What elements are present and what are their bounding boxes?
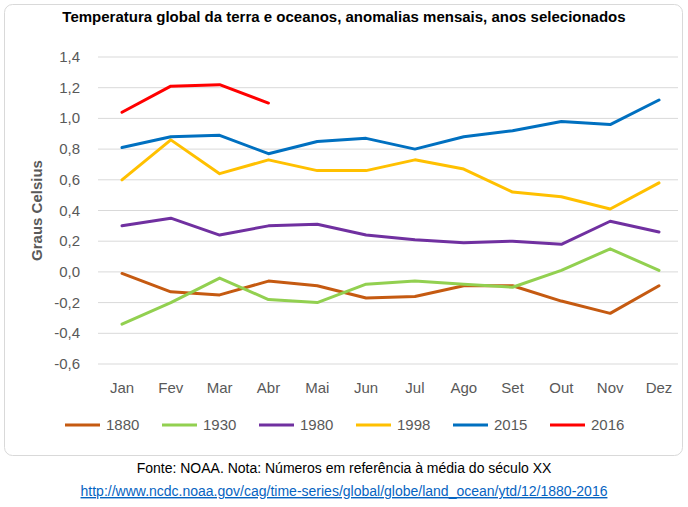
legend-swatch	[356, 424, 391, 427]
x-tick-label: Out	[549, 379, 574, 396]
x-tick-label: Ago	[450, 379, 477, 396]
y-tick-label: -0,4	[54, 324, 80, 341]
legend-label: 2016	[591, 416, 624, 433]
y-tick-label: 0,0	[59, 263, 80, 280]
y-tick-label: 0,4	[59, 202, 80, 219]
series-line	[122, 140, 659, 209]
x-tick-label: Mar	[207, 379, 233, 396]
grid-line	[98, 333, 678, 334]
x-tick-label: Fev	[158, 379, 184, 396]
series-line	[122, 249, 659, 324]
series-lines	[122, 85, 659, 324]
title: Temperatura global da terra e oceanos, a…	[62, 8, 625, 25]
series-line	[122, 100, 659, 154]
legend-label: 1998	[397, 416, 430, 433]
series-line	[122, 273, 659, 313]
chart: Temperatura global da terra e oceanos, a…	[0, 0, 688, 507]
grid-line	[98, 118, 678, 119]
source-note: Fonte: NOAA. Nota: Números em referência…	[137, 460, 552, 476]
y-tick-label: 0,6	[59, 171, 80, 188]
chart-frame	[5, 5, 683, 456]
source-url: http://www.ncdc.noaa.gov/cag/time-series…	[81, 483, 608, 499]
y-tick-label: 1,4	[59, 48, 80, 65]
grid-line	[98, 364, 678, 365]
y-tick-label: 1,2	[59, 79, 80, 96]
y-tick-label: 0,2	[59, 232, 80, 249]
y-tick-label: 0,8	[59, 140, 80, 157]
legend-swatch	[550, 424, 585, 427]
x-tick-label: Abr	[257, 379, 280, 396]
series-line	[122, 85, 268, 113]
series-line	[122, 218, 659, 244]
legend: 1880 1930 1980 1998 2015 2016	[65, 416, 624, 433]
y-tick-label: -0,2	[54, 294, 80, 311]
grid-line	[98, 210, 678, 211]
x-tick-label: Jun	[354, 379, 378, 396]
y-tick-label: 1,0	[59, 109, 80, 126]
x-tick-label: Nov	[597, 379, 624, 396]
grid-line	[98, 87, 678, 88]
x-tick-label: Mai	[305, 379, 329, 396]
y-axis-label: Graus Celsius	[28, 160, 45, 261]
legend-swatch	[162, 424, 197, 427]
x-tick-label: Jul	[405, 379, 424, 396]
grid-line	[98, 241, 678, 242]
legend-swatch	[259, 424, 294, 427]
legend-swatch	[453, 424, 488, 427]
x-tick-label: Jan	[110, 379, 134, 396]
grid-line	[98, 271, 678, 272]
legend-label: 2015	[494, 416, 527, 433]
grid-line	[98, 302, 678, 303]
legend-label: 1980	[300, 416, 333, 433]
x-tick-label: Dez	[646, 379, 673, 396]
legend-swatch	[65, 424, 100, 427]
y-tick-label: -0,6	[54, 355, 80, 372]
grid-line	[98, 57, 678, 58]
legend-label: 1930	[203, 416, 236, 433]
x-tick-label: Set	[501, 379, 524, 396]
legend-label: 1880	[106, 416, 139, 433]
grid	[98, 57, 678, 364]
grid-line	[98, 179, 678, 180]
